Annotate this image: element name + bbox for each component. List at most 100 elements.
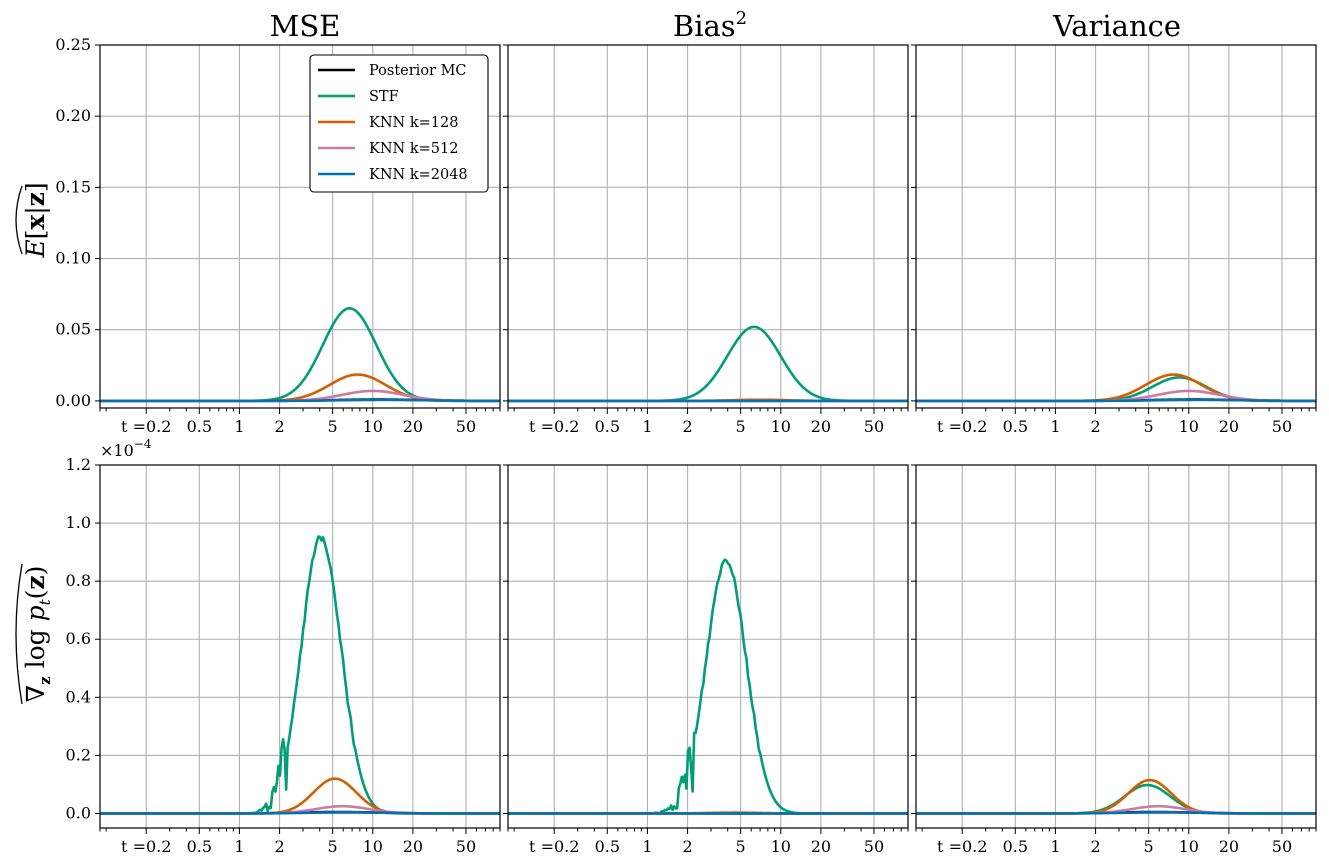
- y-tick-label: 0.05: [55, 320, 91, 339]
- x-tick-label: 5: [736, 417, 746, 436]
- series-line-stf: [916, 783, 1316, 815]
- x-tick-label: 0.5: [1003, 837, 1028, 856]
- series-line-knn-k-2048: [100, 398, 501, 403]
- x-tick-label: t =0.2: [529, 837, 579, 856]
- panel-bottom-mse: t =0.2 0.5 1 2 5 10 20 50 0.0 0.2 0.4 0.6 0.8 1.0 1.2: [66, 455, 501, 856]
- x-tick-label: 50: [1272, 837, 1292, 856]
- x-tick-label: 20: [403, 417, 423, 436]
- axes-frame: [507, 464, 909, 829]
- series-line-stf: [100, 535, 500, 815]
- x-tick-label: 2: [1090, 837, 1100, 856]
- x-tick-label: t =0.2: [937, 417, 987, 436]
- x-tick-label: 2: [274, 837, 284, 856]
- x-tick-label: 20: [811, 417, 831, 436]
- legend-label-stf: STF: [369, 89, 399, 105]
- x-tick-label: 50: [456, 417, 476, 436]
- column-title-bias: Bias2: [673, 8, 747, 43]
- series-line-stf: [508, 325, 908, 403]
- x-tick-label: 0.5: [1003, 417, 1028, 436]
- series-line-knn-k-128: [100, 777, 500, 815]
- x-tick-label: 1: [642, 837, 652, 856]
- legend: Posterior MC STF KNN k=128 KNN k=512 KNN…: [309, 54, 489, 193]
- x-tick-label: 1: [234, 837, 244, 856]
- series-line-stf: [100, 307, 500, 403]
- x-tick-label: t =0.2: [937, 837, 987, 856]
- x-tick-label: 5: [328, 837, 338, 856]
- panel-bottom-bias: t =0.2 0.5 1 2 5 10 20 50: [503, 464, 909, 856]
- x-tick-label: 1: [234, 417, 244, 436]
- axes-frame: [99, 464, 501, 829]
- axes-frame: [99, 44, 501, 409]
- x-tick-label: 5: [1144, 837, 1154, 856]
- legend-label-knn-512: KNN k=512: [369, 141, 458, 157]
- y-tick-label: 0.25: [55, 35, 91, 54]
- y-tick-label: 0.4: [66, 687, 91, 706]
- y-tick-label: 0.2: [66, 745, 91, 764]
- x-tick-label: t =0.2: [529, 417, 579, 436]
- series-line-knn-k-2048: [916, 398, 1317, 403]
- x-tick-label: 1: [642, 417, 652, 436]
- x-tick-label: 10: [1179, 417, 1199, 436]
- x-tick-label: 2: [274, 417, 284, 436]
- y-axis-label-top: E[x|z]: [15, 182, 51, 259]
- x-tick-label: 10: [771, 837, 791, 856]
- series-line-knn-k-128: [100, 373, 500, 403]
- panels: t =0.2 0.5 1 2 5 10 20 500.000.050.100.150.200.…: [55, 35, 1317, 856]
- series-line-knn-k-128: [916, 373, 1316, 403]
- x-tick-label: 1: [1050, 417, 1060, 436]
- x-tick-label: t =0.2: [121, 417, 171, 436]
- x-tick-label: 50: [864, 417, 884, 436]
- panel-top-variance: t =0.2 0.5 1 2 5 10 20 50: [911, 44, 1317, 436]
- column-title-variance: Variance: [1052, 9, 1181, 43]
- panel-top-bias: t =0.2 0.5 1 2 5 10 20 50: [503, 44, 909, 436]
- svg-text:∇z log pt(z): ∇z log pt(z): [21, 566, 54, 703]
- y-tick-label: 1.2: [66, 455, 91, 474]
- x-tick-label: 50: [456, 837, 476, 856]
- axes-frame: [507, 44, 909, 409]
- x-tick-label: 2: [682, 837, 692, 856]
- x-tick-label: 10: [363, 417, 383, 436]
- x-tick-label: 20: [811, 837, 831, 856]
- x-tick-label: t =0.2: [121, 837, 171, 856]
- x-tick-label: 0.5: [187, 417, 212, 436]
- x-tick-label: 20: [1219, 417, 1239, 436]
- y-tick-label: 0.00: [55, 391, 91, 410]
- panel-bottom-variance: t =0.2 0.5 1 2 5 10 20 50: [911, 464, 1317, 856]
- x-tick-label: 0.5: [595, 837, 620, 856]
- x-tick-label: 20: [1219, 837, 1239, 856]
- x-tick-label: 10: [771, 417, 791, 436]
- x-tick-label: 1: [1050, 837, 1060, 856]
- legend-box: [309, 54, 489, 193]
- x-tick-label: 0.5: [595, 417, 620, 436]
- column-title-mse: MSE: [270, 9, 341, 43]
- x-tick-label: 5: [1144, 417, 1154, 436]
- y-axis-label-bottom: ∇z log pt(z): [15, 563, 54, 705]
- x-tick-label: 10: [363, 837, 383, 856]
- y-tick-label: 0.8: [66, 571, 91, 590]
- legend-label-posterior-mc: Posterior MC: [369, 63, 467, 79]
- y-multiplier-bottom: ×10−4: [100, 437, 152, 460]
- x-tick-label: 5: [328, 417, 338, 436]
- axes-frame: [915, 44, 1317, 409]
- x-tick-label: 50: [864, 837, 884, 856]
- y-tick-label: 1.0: [66, 513, 91, 532]
- x-tick-label: 2: [1090, 417, 1100, 436]
- x-tick-label: 10: [1179, 837, 1199, 856]
- series-line-stf: [508, 558, 908, 815]
- x-tick-label: 0.5: [187, 837, 212, 856]
- series-line-knn-k-2048: [916, 811, 1316, 815]
- x-tick-label: 5: [736, 837, 746, 856]
- y-tick-label: 0.6: [66, 629, 91, 648]
- x-tick-label: 2: [682, 417, 692, 436]
- series-line-knn-k-128: [916, 778, 1316, 815]
- axes-frame: [915, 464, 1317, 829]
- y-tick-label: 0.10: [55, 249, 91, 268]
- x-tick-label: 50: [1272, 417, 1292, 436]
- legend-label-knn-128: KNN k=128: [369, 115, 458, 131]
- svg-text:E[x|z]: E[x|z]: [21, 182, 51, 258]
- y-tick-label: 0.0: [66, 803, 91, 822]
- series-line-knn-k-2048: [100, 811, 500, 815]
- legend-label-knn-2048: KNN k=2048: [369, 167, 468, 183]
- y-tick-label: 0.20: [55, 106, 91, 125]
